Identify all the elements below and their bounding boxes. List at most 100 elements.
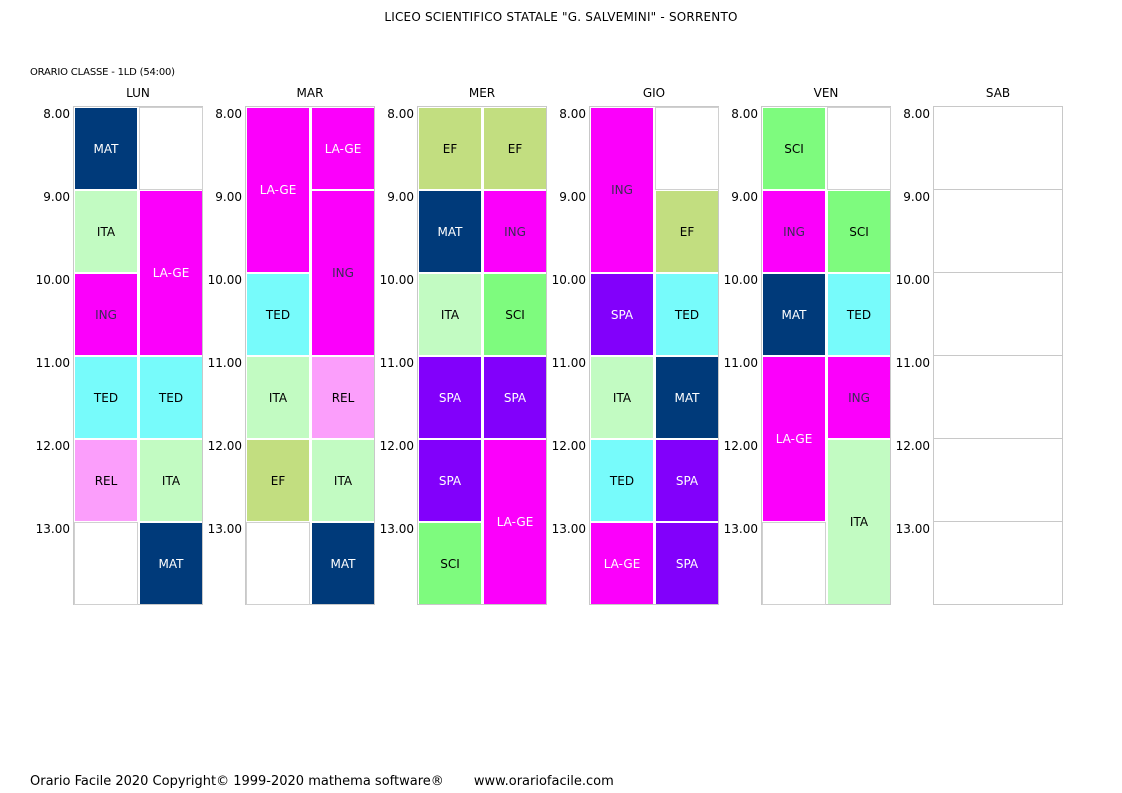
lesson-ing[interactable]: ING	[312, 191, 374, 355]
lesson-ita[interactable]: ITA	[247, 357, 309, 438]
time-label: 12.00	[723, 439, 758, 453]
time-label: 11.00	[207, 356, 242, 370]
class-label: ORARIO CLASSE - 1LD (54:00)	[30, 67, 175, 78]
time-label: 13.00	[379, 522, 414, 536]
lesson-ted[interactable]: TED	[828, 274, 890, 355]
lesson-ita[interactable]: ITA	[419, 274, 481, 355]
lesson-la-ge[interactable]: LA-GE	[140, 191, 202, 355]
lesson-ing[interactable]: ING	[828, 357, 890, 438]
time-label: 12.00	[379, 439, 414, 453]
lesson-ita[interactable]: ITA	[591, 357, 653, 438]
day-header-sab: SAB	[985, 86, 1011, 100]
time-label: 13.00	[723, 522, 758, 536]
time-label: 8.00	[387, 107, 414, 121]
lesson-spa[interactable]: SPA	[419, 357, 481, 438]
time-label: 9.00	[903, 190, 930, 204]
day-grid-lun	[73, 106, 203, 605]
time-label: 8.00	[215, 107, 242, 121]
lesson-mat[interactable]: MAT	[656, 357, 718, 438]
time-label: 9.00	[731, 190, 758, 204]
lesson-mat[interactable]: MAT	[312, 523, 374, 604]
lesson-ing[interactable]: ING	[591, 108, 653, 272]
lesson-rel[interactable]: REL	[75, 440, 137, 521]
lesson-ted[interactable]: TED	[140, 357, 202, 438]
lesson-ef[interactable]: EF	[247, 440, 309, 521]
lesson-ing[interactable]: ING	[484, 191, 546, 272]
lesson-spa[interactable]: SPA	[656, 440, 718, 521]
lesson-spa[interactable]: SPA	[656, 523, 718, 604]
time-label: 12.00	[35, 439, 70, 453]
lesson-mat[interactable]: MAT	[140, 523, 202, 604]
time-label: 12.00	[551, 439, 586, 453]
lesson-mat[interactable]: MAT	[763, 274, 825, 355]
time-label: 11.00	[723, 356, 758, 370]
lesson-ita[interactable]: ITA	[828, 440, 890, 604]
day-header-mer: MER	[468, 86, 496, 100]
lesson-spa[interactable]: SPA	[484, 357, 546, 438]
empty-lesson-slot	[655, 107, 719, 190]
lesson-spa[interactable]: SPA	[591, 274, 653, 355]
lesson-mat[interactable]: MAT	[75, 108, 137, 189]
day-header-lun: LUN	[126, 86, 150, 100]
empty-lesson-slot	[139, 107, 203, 190]
lesson-la-ge[interactable]: LA-GE	[763, 357, 825, 521]
lesson-rel[interactable]: REL	[312, 357, 374, 438]
lesson-sci[interactable]: SCI	[828, 191, 890, 272]
time-label: 12.00	[207, 439, 242, 453]
time-label: 10.00	[723, 273, 758, 287]
empty-slot	[933, 521, 1063, 605]
time-label: 10.00	[551, 273, 586, 287]
time-label: 13.00	[35, 522, 70, 536]
empty-slot	[933, 106, 1063, 190]
lesson-la-ge[interactable]: LA-GE	[484, 440, 546, 604]
footer-url[interactable]: www.orariofacile.com	[473, 774, 614, 789]
empty-slot	[933, 355, 1063, 439]
page-title: LICEO SCIENTIFICO STATALE "G. SALVEMINI"…	[384, 10, 738, 24]
lesson-ing[interactable]: ING	[75, 274, 137, 355]
day-header-gio: GIO	[642, 86, 666, 100]
lesson-ted[interactable]: TED	[591, 440, 653, 521]
day-header-mar: MAR	[296, 86, 324, 100]
time-label: 8.00	[903, 107, 930, 121]
lesson-mat[interactable]: MAT	[419, 191, 481, 272]
lesson-sci[interactable]: SCI	[484, 274, 546, 355]
lesson-sci[interactable]: SCI	[763, 108, 825, 189]
lesson-la-ge[interactable]: LA-GE	[312, 108, 374, 189]
time-label: 8.00	[731, 107, 758, 121]
lesson-ita[interactable]: ITA	[140, 440, 202, 521]
lesson-ted[interactable]: TED	[75, 357, 137, 438]
time-label: 10.00	[35, 273, 70, 287]
time-label: 10.00	[379, 273, 414, 287]
empty-slot	[933, 189, 1063, 273]
lesson-ef[interactable]: EF	[484, 108, 546, 189]
lesson-ted[interactable]: TED	[656, 274, 718, 355]
empty-lesson-slot	[762, 522, 826, 605]
empty-slot	[933, 438, 1063, 522]
lesson-ita[interactable]: ITA	[312, 440, 374, 521]
empty-lesson-slot	[827, 107, 891, 190]
time-label: 13.00	[551, 522, 586, 536]
lesson-la-ge[interactable]: LA-GE	[247, 108, 309, 272]
time-label: 11.00	[35, 356, 70, 370]
time-label: 9.00	[559, 190, 586, 204]
lesson-ef[interactable]: EF	[656, 191, 718, 272]
lesson-ted[interactable]: TED	[247, 274, 309, 355]
lesson-sci[interactable]: SCI	[419, 523, 481, 604]
time-label: 8.00	[43, 107, 70, 121]
empty-slot	[933, 272, 1063, 356]
lesson-spa[interactable]: SPA	[419, 440, 481, 521]
time-label: 11.00	[379, 356, 414, 370]
lesson-ita[interactable]: ITA	[75, 191, 137, 272]
time-label: 9.00	[387, 190, 414, 204]
lesson-ef[interactable]: EF	[419, 108, 481, 189]
empty-lesson-slot	[74, 522, 138, 605]
lesson-la-ge[interactable]: LA-GE	[591, 523, 653, 604]
day-header-ven: VEN	[813, 86, 839, 100]
empty-lesson-slot	[246, 522, 310, 605]
time-label: 8.00	[559, 107, 586, 121]
time-label: 11.00	[551, 356, 586, 370]
time-label: 13.00	[207, 522, 242, 536]
time-label: 9.00	[43, 190, 70, 204]
lesson-ing[interactable]: ING	[763, 191, 825, 272]
footer: Orario Facile 2020 Copyright© 1999-2020 …	[30, 774, 614, 789]
